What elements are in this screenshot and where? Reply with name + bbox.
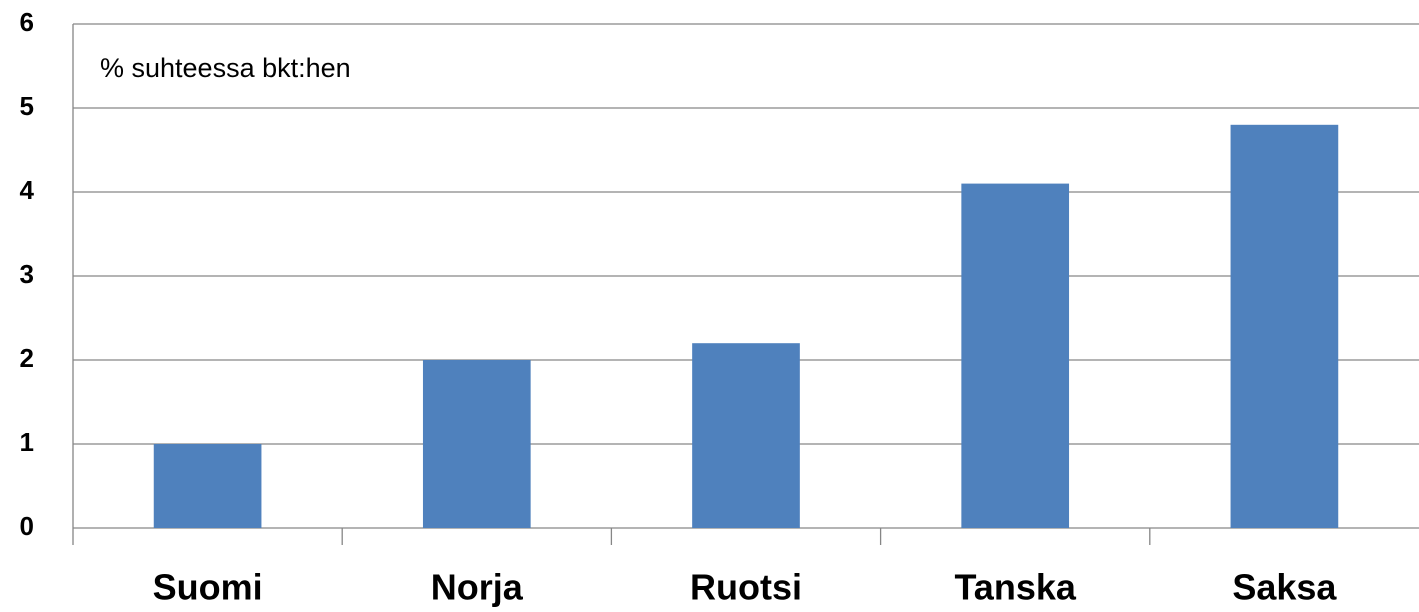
y-tick-label: 2 — [20, 343, 34, 373]
y-tick-label: 0 — [20, 511, 34, 541]
y-tick-label: 5 — [20, 91, 34, 121]
x-tick-label: Suomi — [153, 567, 263, 608]
x-tick-label: Norja — [431, 567, 524, 608]
y-tick-label: 1 — [20, 427, 34, 457]
annotation: % suhteessa bkt:hen — [100, 53, 351, 83]
x-tick-label: Tanska — [954, 567, 1076, 608]
y-tick-label: 4 — [20, 175, 35, 205]
bar — [961, 183, 1070, 528]
y-tick-label: 3 — [20, 259, 34, 289]
y-tick-label: 6 — [20, 7, 34, 37]
x-tick-label: Saksa — [1232, 567, 1337, 608]
bar — [1230, 124, 1339, 529]
x-tick-label: Ruotsi — [690, 567, 802, 608]
bar — [692, 343, 800, 528]
bar — [153, 444, 262, 528]
bar — [422, 360, 531, 528]
